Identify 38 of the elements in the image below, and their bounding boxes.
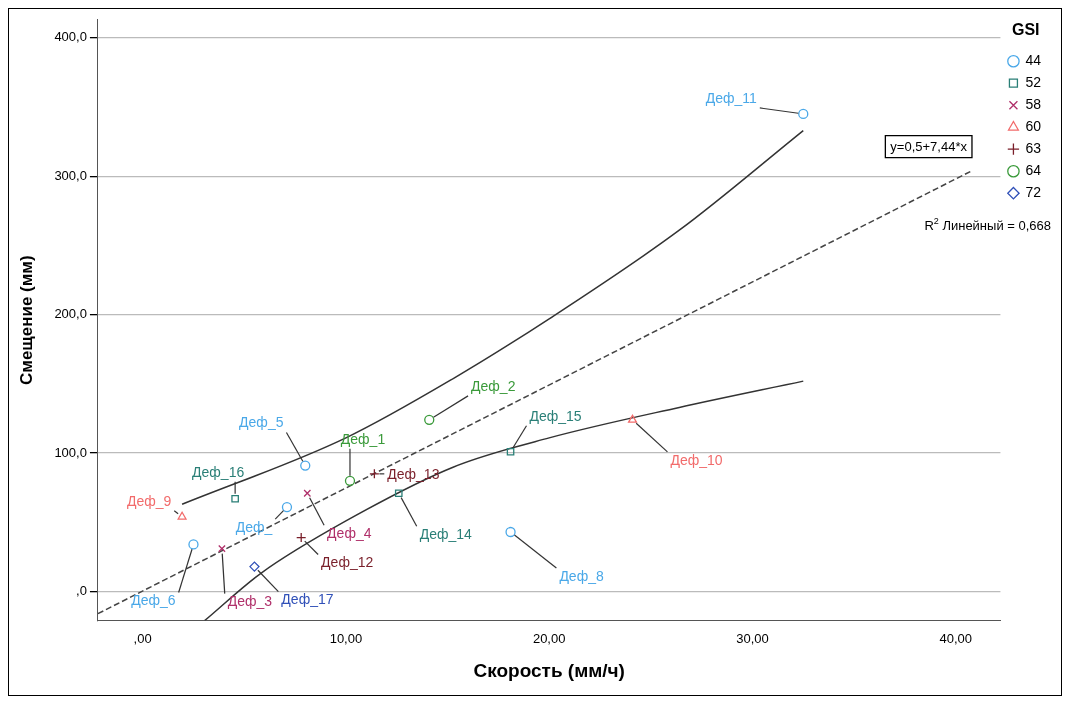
- y-axis-title: Смещение (мм): [16, 255, 36, 385]
- annotation: y=0,5+7,44*x: [890, 139, 968, 155]
- x-tick-label: 40,00: [939, 630, 972, 646]
- annotation: Деф_8: [559, 567, 604, 584]
- legend-label: 72: [1025, 184, 1042, 201]
- annotation: Деф_15: [529, 407, 582, 424]
- annotation: Деф_13: [387, 465, 440, 482]
- x-axis-title: Скорость (мм/ч): [473, 659, 625, 681]
- x-tick-label: 10,00: [329, 630, 363, 646]
- x-tick-label: 20,00: [532, 630, 566, 646]
- annotation: Деф_3: [227, 593, 273, 610]
- annotation: Деф_11: [705, 89, 758, 106]
- x-tick-label: 30,00: [736, 630, 769, 646]
- annotation: Деф_4: [327, 525, 372, 542]
- annotation: Деф_1: [340, 430, 386, 447]
- legend-label: 44: [1025, 52, 1042, 69]
- legend-title: GSI: [1011, 21, 1040, 39]
- legend-label: 63: [1025, 140, 1042, 157]
- y-tick-label: ,0: [76, 583, 87, 599]
- annotation: Деф_6: [131, 592, 176, 609]
- annotation: Деф_17: [281, 591, 334, 608]
- legend-label: 58: [1025, 96, 1042, 113]
- x-tick-label: ,00: [133, 630, 152, 646]
- annotation: Деф_14: [419, 526, 473, 543]
- annotation: Деф_: [235, 518, 273, 535]
- y-tick-label: 300,0: [54, 167, 87, 183]
- annotation: Деф_5: [239, 414, 284, 431]
- legend-label: 64: [1025, 162, 1042, 179]
- y-tick-label: 100,0: [54, 444, 87, 460]
- y-tick-label: 400,0: [54, 29, 87, 45]
- legend-label: 52: [1025, 74, 1042, 91]
- legend-label: 60: [1025, 118, 1042, 135]
- annotation: Деф_10: [670, 451, 723, 468]
- y-tick-label: 200,0: [54, 306, 87, 322]
- annotation: Деф_12: [321, 554, 374, 571]
- annotation: Деф_9: [126, 492, 172, 509]
- annotation: Деф_2: [471, 377, 516, 394]
- annotation: Деф_16: [192, 463, 245, 480]
